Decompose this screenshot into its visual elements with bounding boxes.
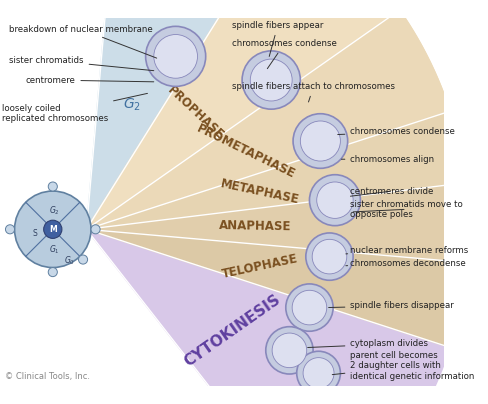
Circle shape [91,225,100,234]
Polygon shape [86,229,468,347]
Circle shape [292,290,327,325]
Text: cytoplasm divides: cytoplasm divides [307,339,428,349]
Text: CYTOKINESIS: CYTOKINESIS [181,292,283,370]
Circle shape [15,191,91,267]
Circle shape [293,114,347,168]
Polygon shape [86,10,450,229]
Polygon shape [86,183,469,263]
Text: sister chromatids move to
opposite poles: sister chromatids move to opposite poles [350,200,463,219]
Circle shape [300,121,341,161]
Circle shape [309,175,361,226]
Text: chromosomes condense: chromosomes condense [338,127,455,137]
Polygon shape [86,111,466,229]
Circle shape [312,239,347,274]
Circle shape [48,182,57,191]
Circle shape [286,284,333,331]
Circle shape [48,267,57,277]
Circle shape [154,34,198,78]
Text: PROPHASE: PROPHASE [164,84,226,142]
Text: $G_2$: $G_2$ [49,205,60,217]
Text: © Clinical Tools, Inc.: © Clinical Tools, Inc. [4,372,90,381]
Circle shape [272,333,307,368]
Text: $G_2$: $G_2$ [122,97,141,114]
Text: breakdown of nuclear membrane: breakdown of nuclear membrane [9,25,157,58]
Text: spindle fibers appear: spindle fibers appear [232,21,324,57]
Text: chromosomes decondense: chromosomes decondense [346,259,466,268]
Circle shape [79,255,87,264]
Text: centromeres divide: centromeres divide [350,187,434,196]
Circle shape [297,351,341,395]
Circle shape [303,358,334,389]
Text: PROMETAPHASE: PROMETAPHASE [195,122,297,181]
Text: $G_0$: $G_0$ [63,255,75,267]
Text: spindle fibers disappear: spindle fibers disappear [328,301,454,310]
Text: S: S [32,229,37,238]
Circle shape [5,225,15,234]
Circle shape [317,182,353,219]
Circle shape [242,51,300,109]
Text: centromere: centromere [25,76,154,84]
Text: chromosomes condense: chromosomes condense [232,39,337,69]
Text: nuclear membrane reforms: nuclear membrane reforms [346,246,468,255]
Polygon shape [86,0,400,229]
Text: chromosomes align: chromosomes align [341,155,434,164]
Text: loosely coiled
replicated chromosomes: loosely coiled replicated chromosomes [2,93,147,123]
Text: TELOPHASE: TELOPHASE [221,252,299,281]
Polygon shape [86,0,305,229]
Circle shape [266,327,313,374]
Text: M: M [49,225,57,234]
Circle shape [145,26,206,86]
Circle shape [250,59,292,101]
Text: spindle fibers attach to chromosomes: spindle fibers attach to chromosomes [232,82,395,102]
Text: sister chromatids: sister chromatids [9,55,154,71]
Text: parent cell becomes
2 daughter cells with
identical genetic information: parent cell becomes 2 daughter cells wit… [332,351,475,381]
Circle shape [44,220,62,238]
Polygon shape [86,229,450,404]
Polygon shape [86,0,469,347]
Circle shape [306,233,353,280]
Text: ANAPHASE: ANAPHASE [219,219,291,234]
Text: METAPHASE: METAPHASE [220,178,301,207]
Text: $G_1$: $G_1$ [49,243,60,256]
